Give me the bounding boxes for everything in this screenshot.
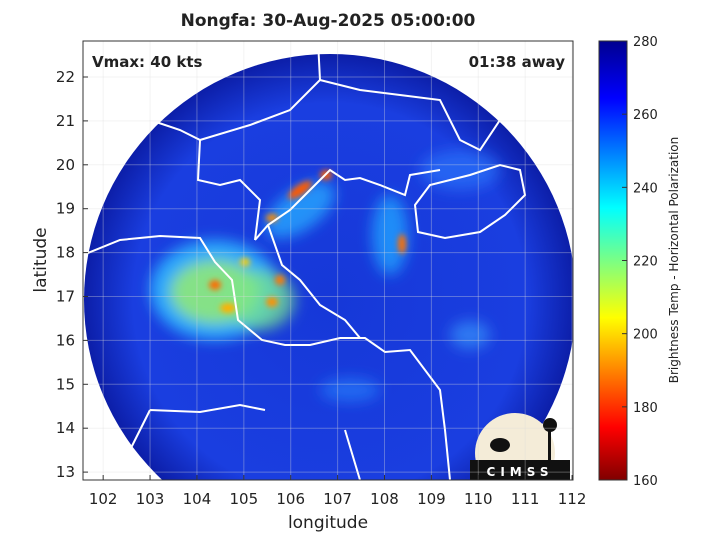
time-annotation: 01:38 away	[469, 53, 566, 71]
grid	[83, 41, 573, 480]
colorbar-label: Brightness Temp - Horizontal Polarizatio…	[667, 137, 681, 384]
x-tick-label: 102	[89, 490, 118, 508]
y-tick-label: 21	[56, 112, 75, 130]
logo: CIMSS	[470, 413, 570, 480]
colorbar-tick-label: 240	[633, 181, 658, 196]
satellite-image: CIMSS	[83, 41, 573, 480]
x-tick-label: 110	[464, 490, 493, 508]
x-tick-label: 111	[511, 490, 540, 508]
y-tick-label: 16	[56, 331, 75, 349]
colorbar-tick-label: 180	[633, 401, 658, 416]
y-tick-label: 15	[56, 375, 75, 393]
x-tick-label: 112	[558, 490, 587, 508]
vmax-annotation: Vmax: 40 kts	[92, 53, 202, 71]
logo-text: CIMSS	[487, 465, 554, 479]
colorbar-tick-label: 260	[633, 108, 658, 123]
y-tick-label: 20	[56, 156, 75, 174]
y-tick-label: 13	[56, 463, 75, 481]
colorbar-tick-label: 280	[633, 35, 658, 50]
x-tick-label: 109	[417, 490, 446, 508]
y-tick-label: 19	[56, 200, 75, 218]
y-tick-label: 14	[56, 419, 75, 437]
x-tick-label: 108	[370, 490, 399, 508]
x-axis-label: longitude	[288, 513, 368, 533]
x-tick-label: 106	[276, 490, 305, 508]
x-tick-label: 107	[323, 490, 352, 508]
y-tick-label: 18	[56, 244, 75, 262]
y-tick-label: 22	[56, 68, 75, 86]
colorbar-tick-label: 160	[633, 474, 658, 489]
x-tick-label: 104	[183, 490, 212, 508]
coastlines	[83, 41, 573, 480]
y-axis-label: latitude	[31, 227, 51, 292]
colorbar-tick-label: 220	[633, 255, 658, 270]
x-tick-label: 105	[230, 490, 259, 508]
title: Nongfa: 30-Aug-2025 05:00:00	[181, 11, 476, 31]
y-tick-label: 17	[56, 287, 75, 305]
axes-frame	[82, 40, 574, 481]
colorbar-tick-label: 200	[633, 328, 658, 343]
x-tick-label: 103	[136, 490, 165, 508]
